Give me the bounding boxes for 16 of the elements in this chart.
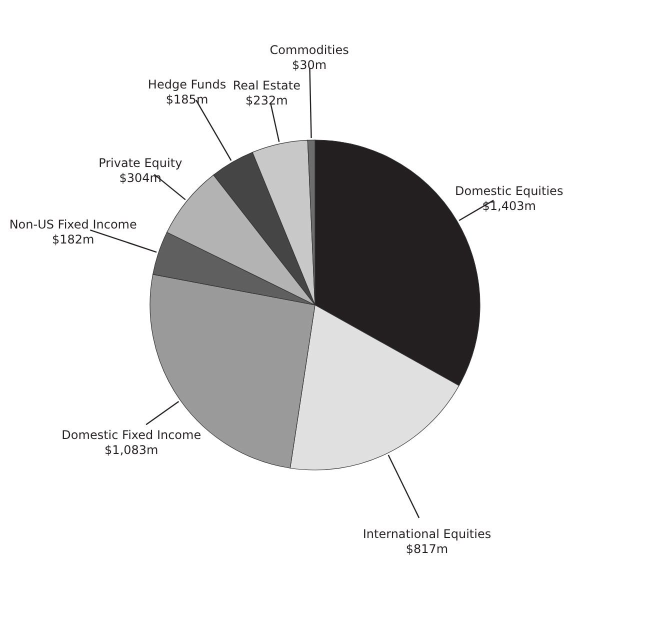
slice-label: International Equities [362,527,492,542]
data-label: $232m [246,93,288,108]
slice-label: Commodities [270,43,349,58]
data-label: $30m [292,58,327,72]
data-label: $1,083m [104,443,158,458]
slice-label: Domestic Fixed Income [62,428,202,442]
data-label: $182m [52,232,94,246]
data-label: $817m [406,542,448,556]
slice-label: Domestic Equities [455,184,564,198]
data-label: $304m [119,171,162,186]
slice-label: Non-US Fixed Income [9,217,137,232]
slice-label: Hedge Funds [148,77,226,92]
slice-label: Private Equity [98,156,182,170]
slice-label: Real Estate [232,78,300,92]
data-label: $185m [166,92,208,106]
data-label: $1,403m [482,199,536,214]
